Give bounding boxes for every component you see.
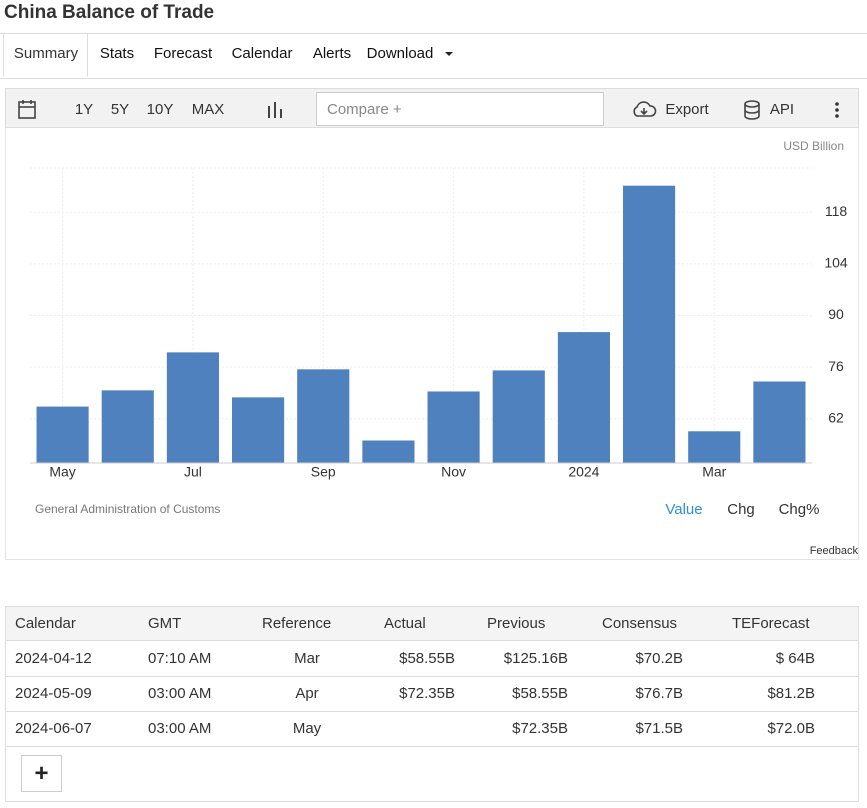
nav-tab[interactable]: Alerts	[312, 45, 352, 62]
y-tick-label: 104	[824, 255, 848, 271]
column-header: Reference	[262, 615, 332, 632]
source-label: General Administration of Customs	[35, 502, 220, 516]
bar	[753, 381, 806, 463]
x-tick-label: Nov	[441, 464, 466, 480]
export-icon[interactable]	[631, 100, 657, 120]
table-cell: $72.35B	[399, 685, 455, 702]
unit-label: USD Billion	[783, 139, 844, 153]
bar	[101, 390, 154, 463]
bar	[427, 391, 480, 463]
compare-input[interactable]: Compare +	[316, 92, 604, 126]
table-cell: 2024-05-09	[15, 685, 92, 702]
view-toggle[interactable]: Chg%	[779, 501, 820, 518]
bar	[492, 370, 545, 463]
column-header: TEForecast	[732, 615, 810, 632]
bar	[557, 332, 610, 463]
table-cell: $125.16B	[503, 650, 568, 667]
column-header: Actual	[384, 615, 426, 632]
chart: USD Billion General Administration of Cu…	[30, 139, 859, 557]
range-button[interactable]: 5Y	[110, 101, 130, 118]
bar	[232, 397, 285, 463]
nav-tab[interactable]: Stats	[99, 45, 135, 62]
table-cell: $58.55B	[512, 685, 568, 702]
page-title: China Balance of Trade	[4, 2, 215, 23]
y-tick-label: 62	[828, 409, 844, 425]
table-cell: May	[292, 720, 322, 737]
column-header: GMT	[148, 615, 182, 632]
column-header: Consensus	[602, 615, 678, 632]
more-menu[interactable]	[832, 100, 842, 120]
table-header	[5, 606, 859, 641]
bar	[297, 369, 350, 463]
table-cell: 07:10 AM	[148, 650, 212, 667]
row-divider	[5, 676, 859, 677]
bar	[623, 185, 676, 463]
table-cell: $72.35B	[512, 720, 568, 737]
table-cell: $76.7B	[635, 685, 683, 702]
table-cell: Mar	[294, 650, 320, 667]
x-tick-label: Jul	[184, 464, 202, 480]
api-icon[interactable]	[742, 99, 762, 121]
x-tick-label: 2024	[568, 464, 599, 480]
range-button[interactable]: 10Y	[146, 101, 174, 118]
bar	[362, 440, 415, 463]
calendar-icon[interactable]	[17, 99, 37, 121]
bar	[36, 406, 89, 463]
nav-tab[interactable]: Forecast	[153, 45, 213, 62]
table-cell: Apr	[295, 685, 319, 702]
x-tick-label: May	[49, 464, 75, 480]
y-tick-label: 90	[828, 306, 844, 322]
table-cell: 03:00 AM	[148, 720, 212, 737]
export-button[interactable]: Export	[665, 101, 709, 118]
nav-tab[interactable]: Calendar	[231, 45, 293, 62]
table-cell: $58.55B	[399, 650, 455, 667]
row-divider	[5, 711, 859, 712]
y-tick-label: 76	[828, 358, 844, 374]
x-tick-label: Mar	[702, 464, 726, 480]
api-button[interactable]: API	[769, 101, 795, 118]
table-cell: $ 64B	[775, 650, 815, 667]
add-button[interactable]: +	[21, 755, 62, 792]
table-cell: $72.0B	[767, 720, 815, 737]
range-button[interactable]: 1Y	[74, 101, 94, 118]
view-toggle[interactable]: Chg	[727, 501, 755, 518]
nav-tab[interactable]: Download	[366, 45, 434, 62]
nav-tab[interactable]: Summary	[13, 45, 79, 62]
bar	[688, 431, 741, 463]
y-tick-label: 118	[825, 203, 848, 219]
table-cell: 2024-04-12	[15, 650, 92, 667]
table-cell: 2024-06-07	[15, 720, 92, 737]
active-tab	[3, 33, 88, 77]
row-divider	[5, 746, 859, 747]
chart-type-icon[interactable]	[266, 100, 284, 120]
dropdown-caret[interactable]	[444, 50, 454, 58]
x-tick-label: Sep	[311, 464, 336, 480]
view-toggle[interactable]: Value	[665, 501, 702, 518]
table-cell: 03:00 AM	[148, 685, 212, 702]
tab-bar	[0, 33, 867, 79]
column-header: Previous	[487, 615, 546, 632]
range-button[interactable]: MAX	[191, 101, 225, 118]
bar	[166, 352, 219, 463]
column-header: Calendar	[15, 615, 76, 632]
table-cell: $70.2B	[635, 650, 683, 667]
table-cell: $81.2B	[767, 685, 815, 702]
feedback-link[interactable]: Feedback	[810, 545, 859, 557]
table-cell: $71.5B	[635, 720, 683, 737]
